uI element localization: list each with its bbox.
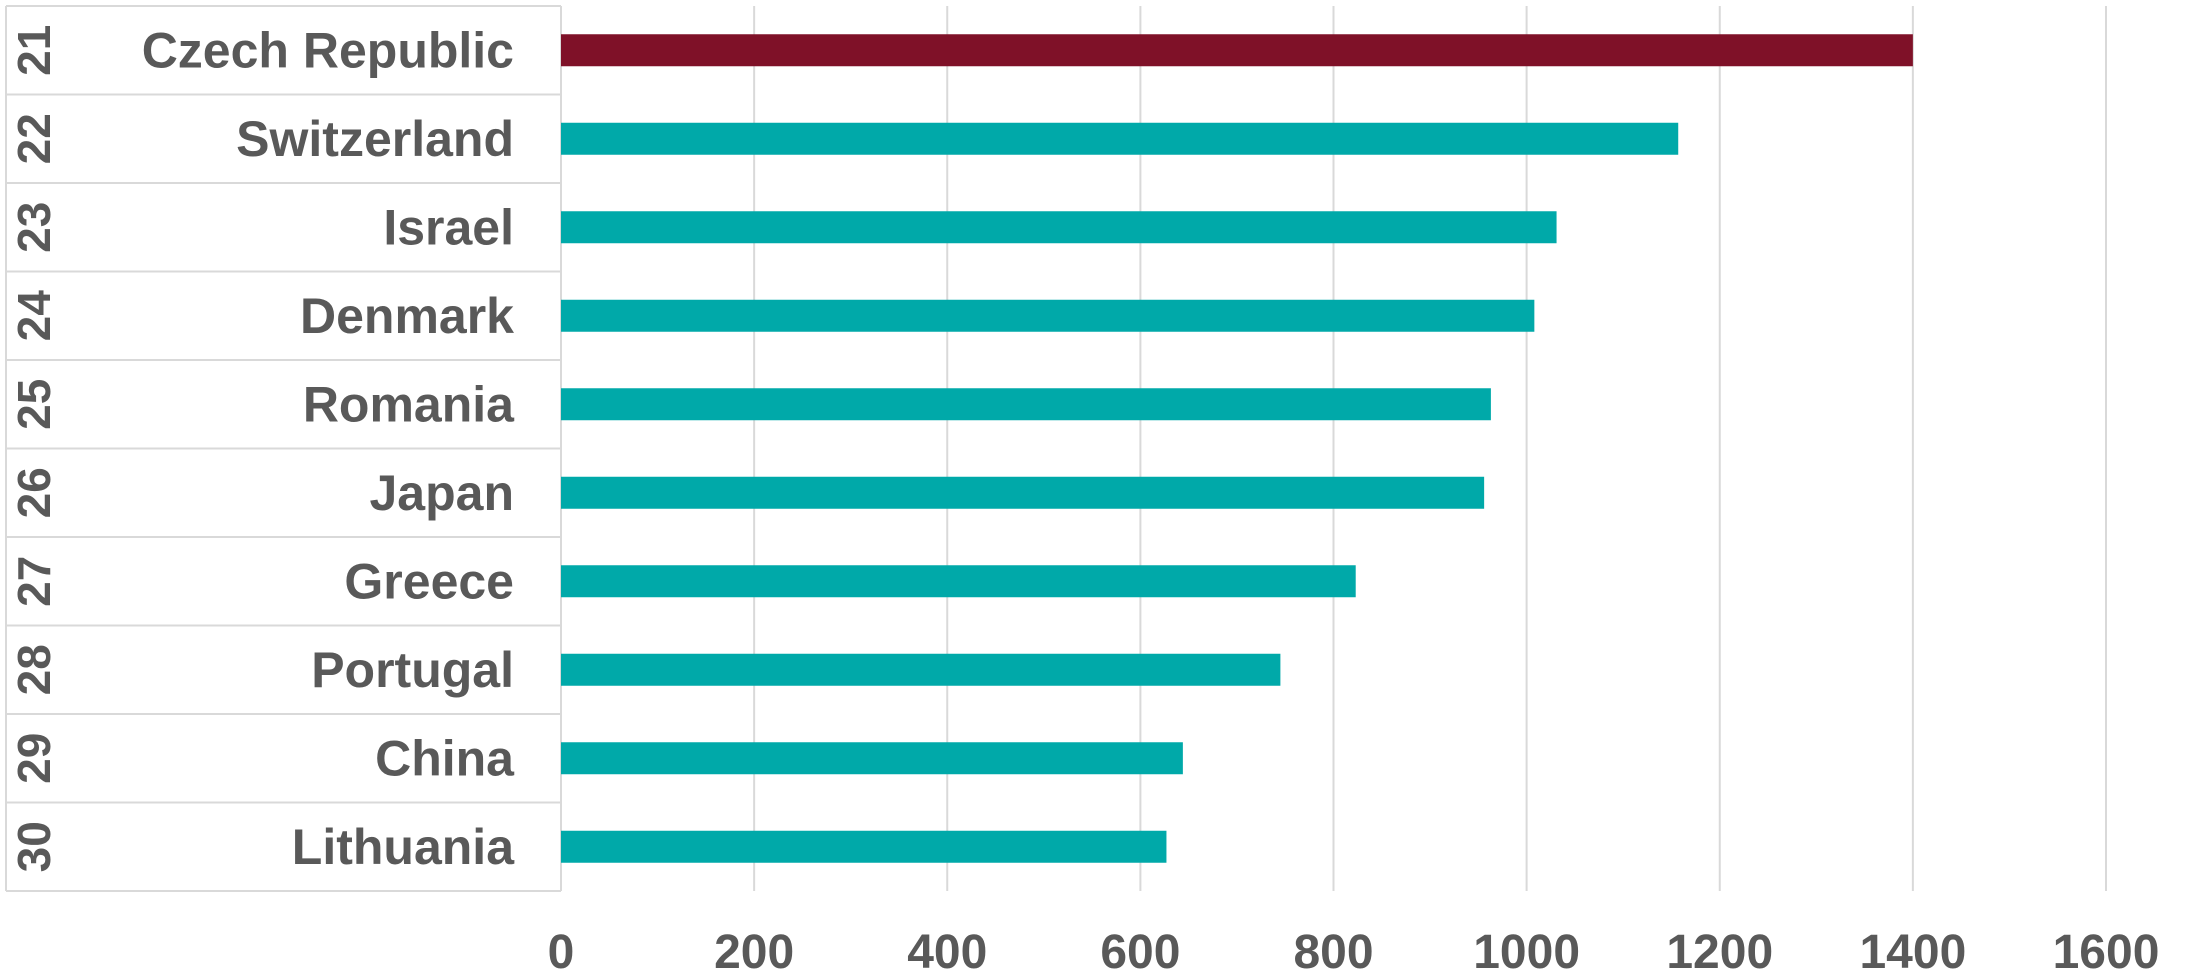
rank-label: 30 xyxy=(8,821,60,872)
bar xyxy=(561,476,1485,509)
bar xyxy=(561,653,1281,686)
category-label: Portugal xyxy=(311,642,514,698)
x-tick-label: 1000 xyxy=(1473,926,1580,973)
x-tick-label: 200 xyxy=(714,926,794,973)
x-tick-label: 1600 xyxy=(2053,926,2160,973)
bar xyxy=(561,211,1557,244)
rank-label: 29 xyxy=(8,733,60,784)
x-tick-label: 1400 xyxy=(1859,926,1966,973)
rank-label: 27 xyxy=(8,556,60,607)
rank-label: 24 xyxy=(8,290,60,342)
rank-label: 26 xyxy=(8,467,60,518)
rank-label: 21 xyxy=(8,25,60,76)
category-label: Czech Republic xyxy=(142,22,514,78)
category-label: Denmark xyxy=(300,288,514,344)
category-label: Lithuania xyxy=(292,819,515,875)
x-tick-label: 800 xyxy=(1293,926,1373,973)
category-label: Greece xyxy=(344,553,514,609)
bar xyxy=(561,742,1183,775)
category-label: China xyxy=(375,730,515,786)
bar xyxy=(561,565,1356,598)
bar xyxy=(561,830,1167,863)
category-label: Switzerland xyxy=(236,111,514,167)
rank-label: 25 xyxy=(8,379,60,430)
rank-label: 22 xyxy=(8,113,60,164)
category-label: Romania xyxy=(303,376,515,432)
category-label: Israel xyxy=(383,199,514,255)
rank-label: 28 xyxy=(8,644,60,695)
bar xyxy=(561,388,1491,421)
bar xyxy=(561,122,1679,155)
x-tick-label: 0 xyxy=(548,926,575,973)
rank-label: 23 xyxy=(8,202,60,253)
bar-highlight xyxy=(561,34,1913,67)
x-tick-label: 1200 xyxy=(1666,926,1773,973)
x-tick-label: 400 xyxy=(907,926,987,973)
bar xyxy=(561,299,1535,332)
x-tick-label: 600 xyxy=(1100,926,1180,973)
category-label: Japan xyxy=(369,465,514,521)
